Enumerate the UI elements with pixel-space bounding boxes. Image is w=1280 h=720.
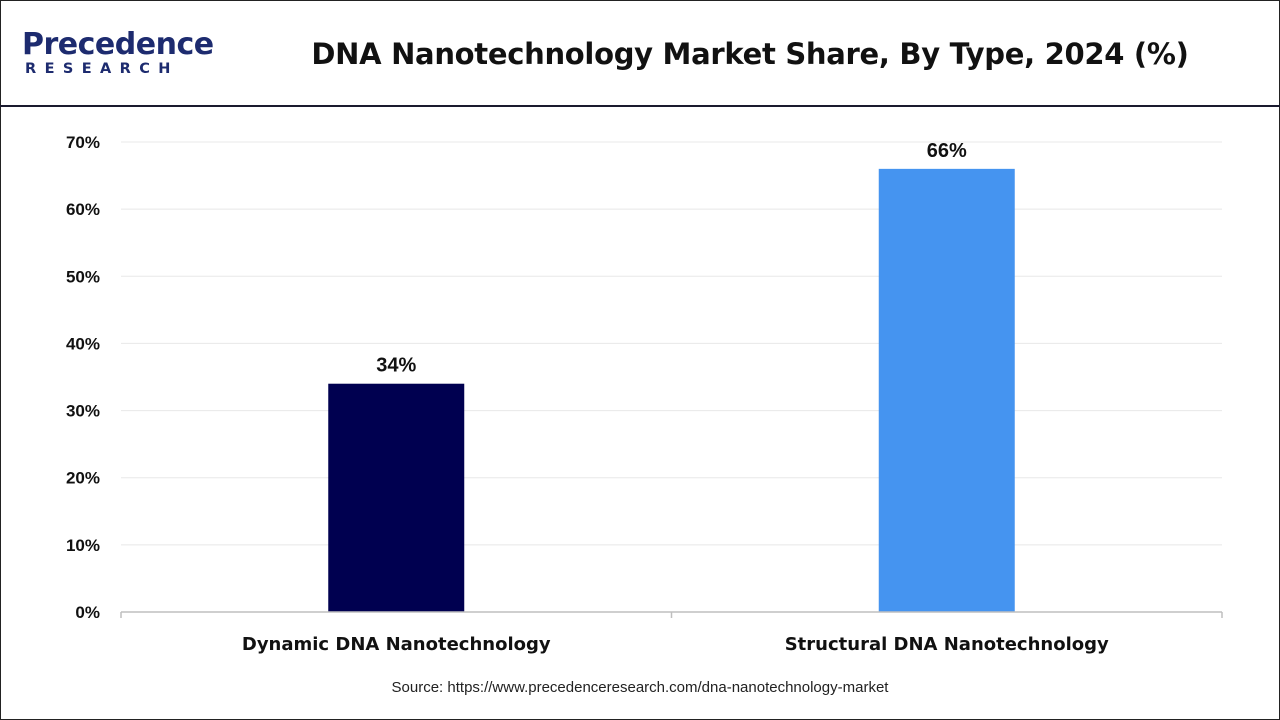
y-tick-label: 0% xyxy=(75,603,100,622)
y-tick-label: 10% xyxy=(66,536,100,555)
bar xyxy=(878,168,1015,612)
x-axis xyxy=(120,611,1223,618)
y-tick-label: 40% xyxy=(66,334,100,353)
chart-title: DNA Nanotechnology Market Share, By Type… xyxy=(311,37,1189,71)
bar-value-label: 66% xyxy=(927,140,967,162)
y-axis-ticks: 0% 10% 20% 30% 40% 50% 60% 70% xyxy=(66,133,100,622)
gridlines xyxy=(121,141,1222,546)
bars xyxy=(328,168,1015,612)
y-tick-label: 60% xyxy=(66,200,100,219)
bar-chart: 0% 10% 20% 30% 40% 50% 60% 70% 34% 66% Dynamic D… xyxy=(66,133,1223,655)
y-tick-label: 50% xyxy=(66,267,100,286)
header: Precedence RESEARCH DNA Nanotechnology M… xyxy=(0,0,1280,107)
bar-value-labels: 34% 66% xyxy=(376,140,967,377)
bar-value-label: 34% xyxy=(376,355,416,377)
bar xyxy=(328,383,465,612)
y-tick-label: 70% xyxy=(66,133,100,152)
x-category-label: Structural DNA Nanotechnology xyxy=(785,634,1109,655)
y-tick-label: 20% xyxy=(66,469,100,488)
logo-wordmark: Precedence xyxy=(22,27,214,62)
y-tick-label: 30% xyxy=(66,402,100,421)
x-axis-labels: Dynamic DNA Nanotechnology Structural DNA… xyxy=(242,634,1109,655)
x-category-label: Dynamic DNA Nanotechnology xyxy=(242,634,551,655)
logo-subtitle: RESEARCH xyxy=(25,61,179,77)
source-note: Source: https://www.precedenceresearch.c… xyxy=(391,679,889,696)
brand-logo: Precedence RESEARCH xyxy=(22,28,222,84)
